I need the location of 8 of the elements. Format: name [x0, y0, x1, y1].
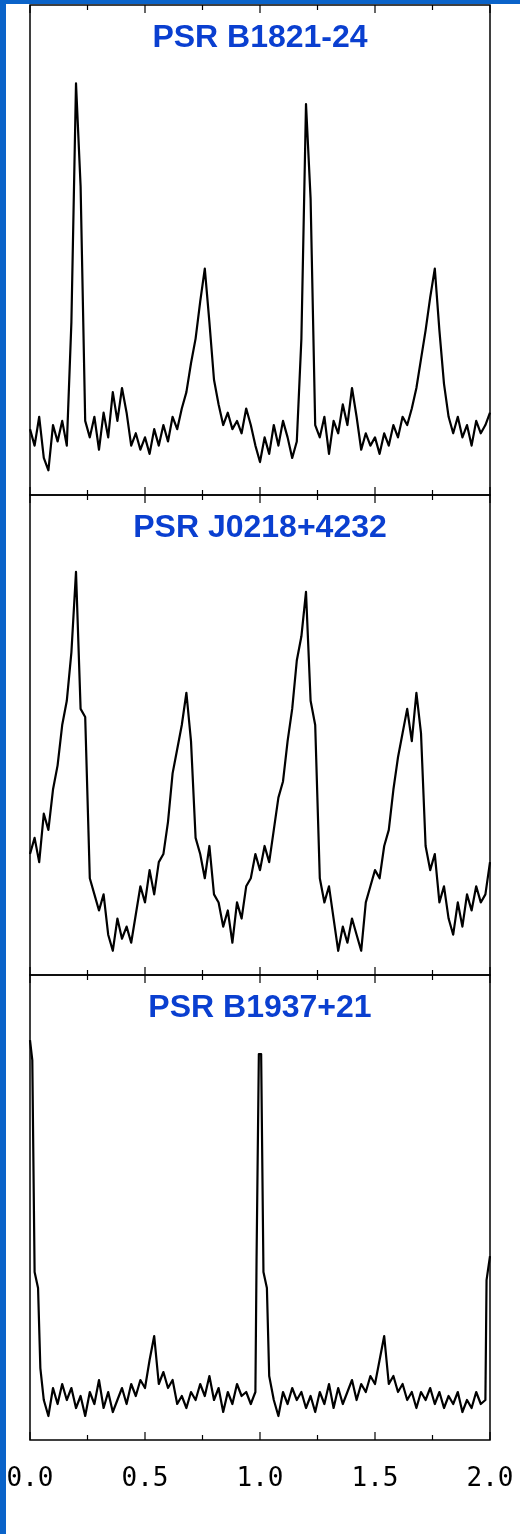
x-tick-label: 0.5 — [121, 1462, 169, 1492]
x-tick-label: 1.0 — [236, 1462, 284, 1492]
x-tick-label: 1.5 — [351, 1462, 399, 1492]
x-tick-label: 2.0 — [466, 1462, 514, 1492]
x-tick-label: 0.0 — [6, 1462, 54, 1492]
chart-title: PSR J0218+4232 — [133, 508, 387, 544]
chart-title: PSR B1821-24 — [152, 18, 368, 54]
chart-title: PSR B1937+21 — [148, 988, 372, 1024]
